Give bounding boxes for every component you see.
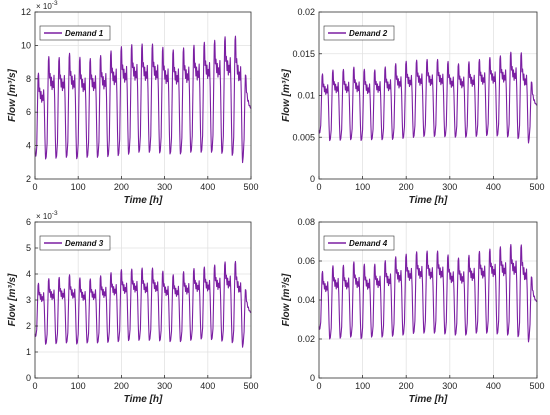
legend-box <box>39 235 111 251</box>
demand-3-panel: 0 100 200 300 400 500 0 1 2 3 4 5 6 Time [h] Flow [m³/… <box>7 210 259 405</box>
y-tick-label: 0 <box>310 373 315 383</box>
y-tick-label: 12 <box>21 7 31 17</box>
y-tick-label: 3 <box>26 295 31 305</box>
x-tick-label: 500 <box>243 381 258 391</box>
y-tick-label: 6 <box>26 107 31 117</box>
x-tick-label: 400 <box>486 381 501 391</box>
y-axis-label: Flow [m³/s] <box>281 273 292 326</box>
y-tick-label: 2 <box>26 174 31 184</box>
x-tick-label: 300 <box>157 381 172 391</box>
x-axis-label: Time [h] <box>124 195 163 206</box>
y-tick-label: 0 <box>310 174 315 184</box>
x-axis-label: Time [h] <box>409 195 448 206</box>
x-tick-label: 200 <box>114 182 129 192</box>
y-tick-label: 0.08 <box>297 217 315 227</box>
y-tick-label: 0.015 <box>292 49 315 59</box>
x-tick-label: 300 <box>442 182 457 192</box>
legend: Demand 2 <box>323 25 395 41</box>
x-tick-label: 100 <box>71 381 86 391</box>
legend: Demand 1 <box>39 25 111 41</box>
axes-frame <box>34 11 252 180</box>
x-tick-label: 0 <box>316 182 321 192</box>
legend-label: Demand 2 <box>349 29 388 38</box>
y-tick-label: 0.04 <box>297 295 315 305</box>
y-tick-label: 0.06 <box>297 256 315 266</box>
x-tick-label: 500 <box>243 182 258 192</box>
y-tick-label: 10 <box>21 40 31 50</box>
y-tick-label: 0 <box>26 373 31 383</box>
x-tick-label: 300 <box>157 182 172 192</box>
exponent-power: -3 <box>52 210 58 217</box>
x-tick-label: 400 <box>200 381 215 391</box>
exponent-base: × 10 <box>36 2 52 11</box>
exponent-base: × 10 <box>36 212 52 221</box>
y-tick-label: 1 <box>26 347 31 357</box>
x-tick-label: 500 <box>529 182 544 192</box>
legend-box <box>39 25 111 41</box>
x-axis-label: Time [h] <box>124 394 163 405</box>
legend: Demand 3 <box>39 235 111 251</box>
x-tick-label: 0 <box>32 381 37 391</box>
legend-box <box>323 235 395 251</box>
x-tick-label: 300 <box>442 381 457 391</box>
y-tick-label: 4 <box>26 141 31 151</box>
y-tick-label: 6 <box>26 217 31 227</box>
x-tick-label: 100 <box>71 182 86 192</box>
y-tick-label: 0.02 <box>297 334 315 344</box>
x-tick-label: 400 <box>486 182 501 192</box>
series-line <box>34 35 252 164</box>
series-line <box>34 260 252 348</box>
y-tick-label: 8 <box>26 74 31 84</box>
exponent-power: -3 <box>52 0 58 7</box>
legend-box <box>323 25 395 41</box>
y-tick-label: 0.005 <box>292 132 315 142</box>
x-tick-label: 100 <box>355 182 370 192</box>
y-tick-label: 5 <box>26 243 31 253</box>
x-tick-label: 100 <box>355 381 370 391</box>
x-tick-label: 200 <box>114 381 129 391</box>
demand-1-panel: 0 100 200 300 400 500 2 4 6 8 10 12 Time [h] Flow [m³… <box>7 0 259 206</box>
exponent-note: × 10-3 <box>36 0 58 11</box>
legend-label: Demand 3 <box>65 239 104 248</box>
y-axis-label: Flow [m³/s] <box>7 273 18 326</box>
series-line <box>318 243 538 343</box>
x-axis-label: Time [h] <box>409 394 448 405</box>
legend: Demand 4 <box>323 235 395 251</box>
x-tick-label: 200 <box>399 381 414 391</box>
y-tick-label: 0.01 <box>297 91 315 101</box>
y-axis-label: Flow [m³/s] <box>7 68 18 121</box>
exponent-note: × 10-3 <box>36 210 58 221</box>
y-tick-label: 2 <box>26 321 31 331</box>
demand-2-panel: 0 100 200 300 400 500 0 0.005 0.01 0.015 0.02 Time … <box>281 7 545 206</box>
x-tick-label: 200 <box>399 182 414 192</box>
x-tick-label: 400 <box>200 182 215 192</box>
y-tick-label: 0.02 <box>297 7 315 17</box>
x-tick-label: 500 <box>529 381 544 391</box>
y-axis-label: Flow [m³/s] <box>281 68 292 121</box>
series-line <box>318 51 538 144</box>
y-tick-label: 4 <box>26 269 31 279</box>
legend-label: Demand 1 <box>65 29 104 38</box>
legend-label: Demand 4 <box>349 239 388 248</box>
x-tick-label: 0 <box>32 182 37 192</box>
demand-4-panel: 0 100 200 300 400 500 0 0.02 0.04 0.06 0.08 Time [h… <box>281 217 545 405</box>
x-tick-label: 0 <box>316 381 321 391</box>
